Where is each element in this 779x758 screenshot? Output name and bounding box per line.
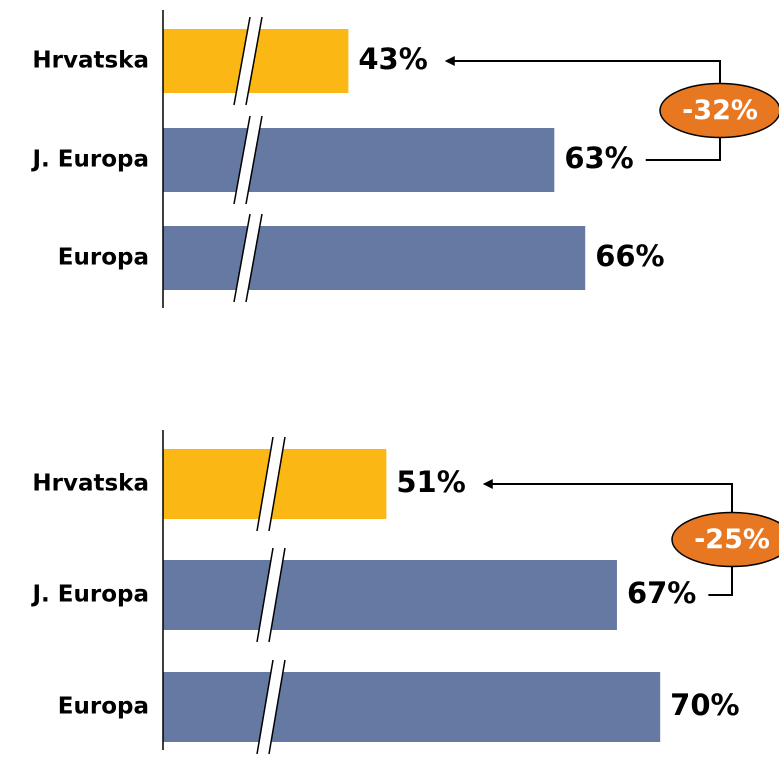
- axis-break-line: [256, 436, 274, 532]
- axis-break-line: [245, 213, 263, 303]
- axis-break: [257, 437, 285, 531]
- axis-break-line: [233, 16, 251, 106]
- category-label: Europa: [58, 245, 149, 271]
- axis-break: [234, 116, 262, 204]
- axis-break-line: [233, 213, 251, 303]
- annotation-badge: [671, 511, 779, 568]
- axis-break: [257, 660, 285, 754]
- value-label: 66%: [595, 239, 664, 273]
- value-label: 67%: [627, 576, 696, 610]
- axis-break-line: [256, 659, 274, 755]
- category-label: Hrvatska: [32, 471, 149, 497]
- category-label: J. Europa: [30, 147, 149, 173]
- axis-break-line: [245, 16, 263, 106]
- category-label: Europa: [58, 694, 149, 720]
- axis-break-line: [245, 115, 263, 205]
- bar: [163, 560, 617, 630]
- annotation-label: -25%: [694, 524, 770, 555]
- value-label: 43%: [358, 42, 427, 76]
- axis-break-line: [268, 547, 286, 643]
- axis-break-line: [233, 115, 251, 205]
- value-label: 51%: [396, 465, 465, 499]
- axis-break: [234, 17, 262, 105]
- axis-break: [257, 548, 285, 642]
- annotation-badge: [659, 82, 779, 139]
- value-label: 63%: [564, 141, 633, 175]
- category-label: Hrvatska: [32, 48, 149, 74]
- bar: [163, 226, 586, 290]
- axis-break-line: [256, 547, 274, 643]
- bar: [163, 128, 555, 192]
- axis-break: [234, 214, 262, 302]
- bar: [163, 672, 661, 742]
- axis-break-line: [268, 659, 286, 755]
- axis-break-line: [268, 436, 286, 532]
- value-label: 70%: [670, 688, 739, 722]
- annotation-label: -32%: [682, 95, 758, 126]
- category-label: J. Europa: [30, 582, 149, 608]
